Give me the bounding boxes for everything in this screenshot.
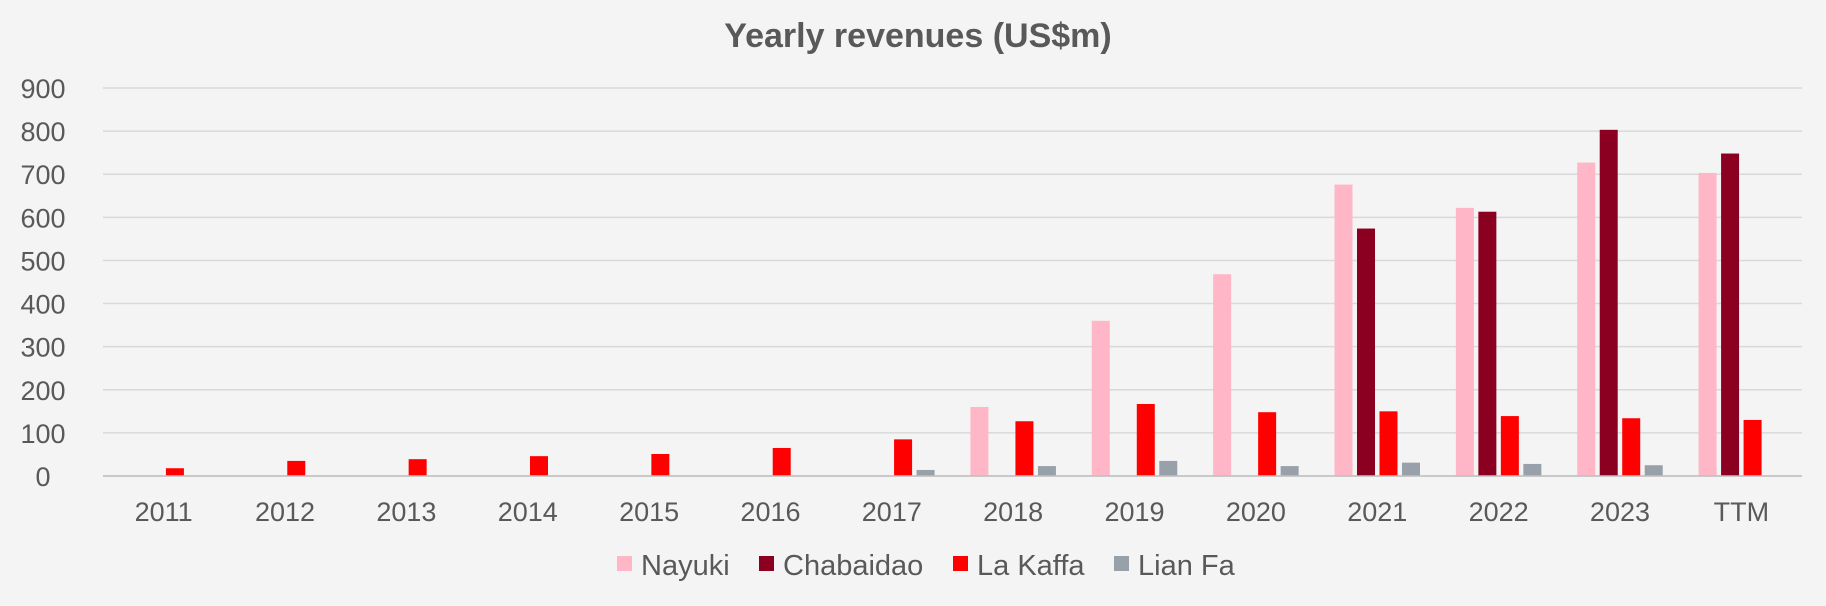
chart-title: Yearly revenues (US$m) bbox=[724, 17, 1111, 55]
y-tick-label: 0 bbox=[35, 462, 50, 492]
x-tick-label: 2016 bbox=[740, 497, 800, 527]
legend-label: Chabaidao bbox=[783, 550, 923, 582]
x-tick-label: 2019 bbox=[1104, 497, 1164, 527]
gridlines bbox=[103, 87, 1802, 477]
x-tick-label: 2020 bbox=[1226, 497, 1286, 527]
y-tick-label: 700 bbox=[20, 160, 65, 190]
bar-la-kaffa-2023 bbox=[1622, 418, 1641, 476]
bar-lian-fa-2020 bbox=[1280, 466, 1299, 476]
x-tick-label: 2018 bbox=[983, 497, 1043, 527]
bar-nayuki-2020 bbox=[1213, 274, 1232, 476]
bar-la-kaffa-2015 bbox=[651, 454, 670, 476]
x-tick-label: 2012 bbox=[255, 497, 315, 527]
bar-chabaidao-ttm bbox=[1721, 153, 1740, 477]
legend-label: Nayuki bbox=[641, 550, 730, 582]
x-tick-label: 2014 bbox=[498, 497, 558, 527]
bar-lian-fa-2019 bbox=[1159, 460, 1178, 476]
bar-nayuki-2019 bbox=[1091, 320, 1110, 476]
bar-nayuki-2018 bbox=[970, 407, 989, 476]
x-axis: 2011 2012 2013 2014 2015 2016 2017 2018 2019 2020… bbox=[103, 475, 1802, 527]
x-tick-label: 2023 bbox=[1590, 497, 1650, 527]
bar-nayuki-2023 bbox=[1577, 162, 1596, 477]
legend-swatch bbox=[759, 556, 774, 571]
y-tick-label: 400 bbox=[20, 290, 65, 320]
bar-chabaidao-2023 bbox=[1599, 129, 1618, 476]
bar-la-kaffa-2020 bbox=[1258, 412, 1277, 476]
bar-la-kaffa-2018 bbox=[1015, 421, 1034, 476]
y-tick-label: 100 bbox=[20, 419, 65, 449]
y-tick-label: 500 bbox=[20, 246, 65, 276]
bar-nayuki-2021 bbox=[1334, 184, 1353, 476]
bar-la-kaffa-ttm bbox=[1743, 419, 1762, 476]
bar-la-kaffa-2021 bbox=[1379, 411, 1398, 476]
y-tick-label: 800 bbox=[20, 117, 65, 147]
bar-nayuki-ttm bbox=[1698, 172, 1717, 476]
bar-la-kaffa-2022 bbox=[1500, 416, 1519, 476]
y-tick-label: 200 bbox=[20, 376, 65, 406]
bar-lian-fa-2022 bbox=[1523, 463, 1542, 476]
y-tick-label: 900 bbox=[20, 74, 65, 104]
bar-lian-fa-2017 bbox=[916, 469, 935, 476]
legend-swatch bbox=[1114, 556, 1129, 571]
x-tick-label: 2022 bbox=[1469, 497, 1529, 527]
y-axis: 0 100 200 300 400 500 600 700 800 900 bbox=[20, 74, 65, 492]
bars bbox=[165, 129, 1762, 477]
x-tick-label: 2017 bbox=[862, 497, 922, 527]
bar-lian-fa-2023 bbox=[1644, 465, 1663, 476]
x-tick-label: 2013 bbox=[376, 497, 436, 527]
x-tick-label: 2015 bbox=[619, 497, 679, 527]
bar-nayuki-2022 bbox=[1455, 207, 1474, 477]
legend-swatch bbox=[617, 556, 632, 571]
bar-la-kaffa-2017 bbox=[894, 439, 913, 476]
bar-la-kaffa-2014 bbox=[530, 456, 548, 476]
bar-lian-fa-2021 bbox=[1402, 462, 1420, 476]
legend-label: Lian Fa bbox=[1138, 550, 1236, 582]
bar-chabaidao-2021 bbox=[1357, 228, 1375, 476]
legend-swatch bbox=[953, 556, 968, 571]
bar-la-kaffa-2012 bbox=[287, 460, 306, 476]
y-tick-label: 300 bbox=[20, 333, 65, 363]
bar-la-kaffa-2019 bbox=[1136, 404, 1155, 476]
x-tick-label: 2011 bbox=[135, 497, 193, 527]
bar-lian-fa-2018 bbox=[1037, 466, 1056, 476]
bar-chabaidao-2022 bbox=[1478, 211, 1497, 476]
bar-la-kaffa-2016 bbox=[772, 447, 791, 476]
x-tick-label: TTM bbox=[1714, 497, 1769, 527]
legend-label: La Kaffa bbox=[977, 550, 1085, 582]
bar-la-kaffa-2011 bbox=[165, 468, 184, 476]
legend: Nayuki Chabaidao La Kaffa Lian Fa bbox=[617, 550, 1236, 582]
x-tick-label: 2021 bbox=[1347, 497, 1407, 527]
y-tick-label: 600 bbox=[20, 203, 65, 233]
bar-la-kaffa-2013 bbox=[408, 459, 427, 476]
